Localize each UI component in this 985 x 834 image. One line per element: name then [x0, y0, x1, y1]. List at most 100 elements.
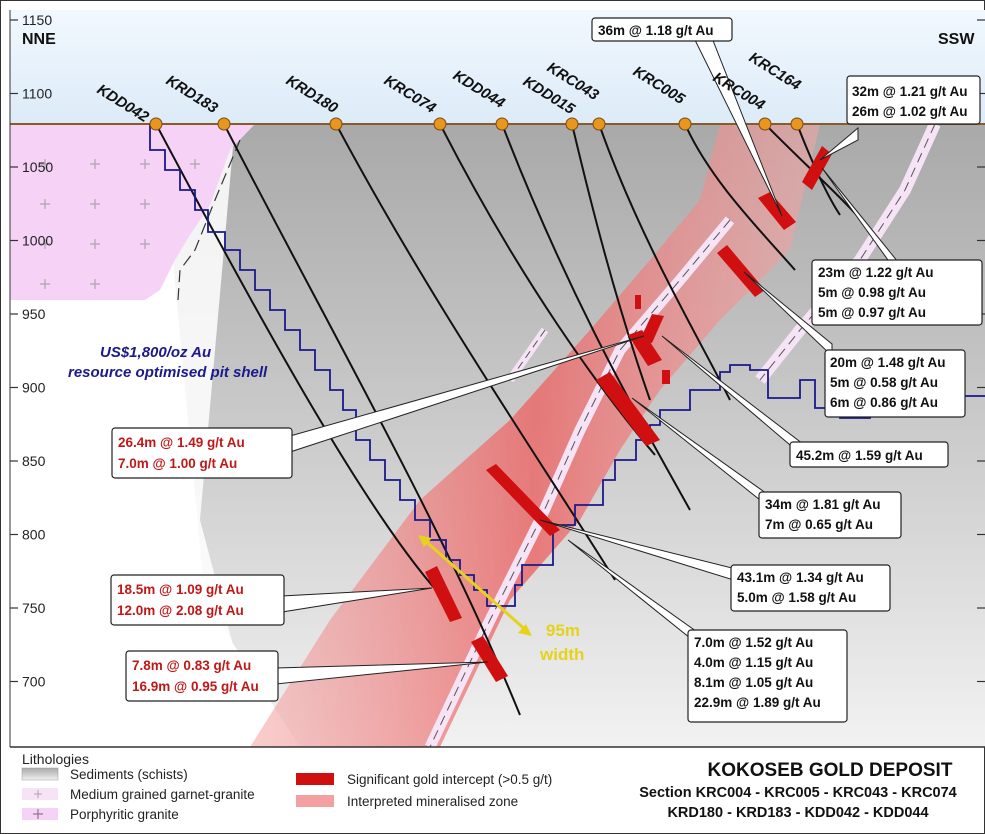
legend-title: Lithologies: [22, 751, 89, 767]
legend-label-porphyritic-granite: Porphyritic granite: [70, 807, 179, 822]
drill-trace-kdd015: [598, 123, 731, 401]
elevation-label: 1100: [22, 86, 52, 102]
elevation-label: 1000: [22, 233, 53, 249]
collar-krc005: [678, 117, 692, 131]
elevation-ticks-right: [977, 19, 985, 683]
sky: [10, 10, 985, 124]
annotation-left2-line1: 18.5m @ 1.09 g/t Au: [117, 582, 244, 597]
annotation-left3-line2: 16.9m @ 0.95 g/t Au: [132, 679, 259, 694]
drill-trace-kdd042: [155, 123, 446, 601]
intercept-mark: [425, 566, 462, 622]
annotation-bottom-line3: 8.1m @ 1.05 g/t Au: [694, 675, 813, 690]
annotation-mid2: 34m @ 1.81 g/t Au 7m @ 0.65 g/t Au: [758, 491, 902, 539]
callout-leaders: [275, 37, 899, 685]
elevation-label: 1050: [22, 159, 53, 175]
collar-kdd042: [149, 117, 163, 131]
annotation-right2-line3: 5m @ 0.97 g/t Au: [818, 305, 926, 320]
collar-krd183: [217, 117, 231, 131]
annotation-right3-line2: 5m @ 0.58 g/t Au: [830, 375, 938, 390]
collar-krc043: [565, 117, 579, 131]
annotation-left2-line2: 12.0m @ 2.08 g/t Au: [117, 603, 244, 618]
annotation-bottom-line4: 22.9m @ 1.89 g/t Au: [694, 695, 821, 710]
intercept-mark: [596, 372, 660, 446]
annotation-mid3-line1: 43.1m @ 1.34 g/t Au: [737, 570, 864, 585]
annotation-mid3-line2: 5.0m @ 1.58 g/t Au: [737, 590, 856, 605]
annotation-top-line: 36m @ 1.18 g/t Au: [598, 23, 713, 38]
legend-swatch-sediments: [21, 767, 59, 781]
section-line2: KRD180 - KRD183 - KDD042 - KDD044: [667, 805, 928, 821]
annotation-right1-line2: 26m @ 1.02 g/t Au: [852, 104, 967, 119]
granite-contact: [177, 139, 241, 301]
intercept-mark: [635, 295, 641, 309]
title-block: KOKOSEB GOLD DEPOSIT Section KRC004 - KR…: [639, 760, 957, 821]
granite-crosses: [40, 159, 200, 289]
section-line1: Section KRC004 - KRC005 - KRC043 - KRC07…: [639, 785, 957, 801]
collar-krc164: [790, 117, 804, 131]
annotation-bottom-line2: 4.0m @ 1.15 g/t Au: [694, 655, 813, 670]
legend-label-intercept: Significant gold intercept (>0.5 g/t): [347, 772, 552, 787]
elevation-label: 900: [22, 380, 46, 396]
collar-krd180: [329, 117, 343, 131]
annotation-left1: 26.4m @ 1.49 g/t Au 7.0m @ 1.00 g/t Au: [111, 427, 293, 479]
legend: Lithologies Sediments (schists) Medium g…: [21, 751, 552, 822]
legend-label-sediments: Sediments (schists): [70, 767, 188, 782]
annotation-right2-line2: 5m @ 0.98 g/t Au: [818, 285, 926, 300]
annotation-right3-line3: 6m @ 0.86 g/t Au: [830, 395, 938, 410]
intercept-mark: [486, 464, 560, 536]
drill-trace-krc005: [684, 123, 796, 271]
elevation-label: 1150: [22, 12, 52, 28]
annotation-right1: 32m @ 1.21 g/t Au 26m @ 1.02 g/t Au: [846, 75, 981, 125]
elevation-label: 700: [22, 674, 46, 690]
legend-label-garnet-granite: Medium grained garnet-granite: [70, 787, 255, 802]
intercept-mark: [640, 314, 664, 343]
width-arrow: [418, 535, 532, 636]
direction-left: NNE: [22, 31, 56, 48]
intercept-mark: [717, 245, 765, 297]
legend-label-mineralised: Interpreted mineralised zone: [347, 794, 518, 809]
collars: [149, 117, 804, 131]
direction-right: SSW: [938, 31, 975, 48]
intercept-mark: [471, 636, 508, 682]
intercept-mark: [758, 192, 796, 230]
annotation-bottom-line1: 7.0m @ 1.52 g/t Au: [694, 635, 813, 650]
drill-trace-krc043: [571, 123, 651, 401]
annotation-left2: 18.5m @ 1.09 g/t Au 12.0m @ 2.08 g/t Au: [110, 574, 285, 626]
annotation-right3: 20m @ 1.48 g/t Au 5m @ 0.58 g/t Au 6m @ …: [824, 349, 966, 418]
collar-krc004: [758, 117, 772, 131]
deposit-title: KOKOSEB GOLD DEPOSIT: [708, 760, 953, 781]
porphyritic-granite-zone: [10, 124, 255, 300]
pit-shell-label-line2: resource optimised pit shell: [68, 364, 268, 381]
collar-kdd044: [495, 117, 509, 131]
width-label-text: width: [539, 645, 584, 664]
annotation-top: 36m @ 1.18 g/t Au: [591, 17, 733, 42]
collar-krc074: [433, 117, 447, 131]
width-label-value: 95m: [546, 621, 580, 640]
annotation-left1-line2: 7.0m @ 1.00 g/t Au: [118, 456, 237, 471]
drill-trace-krc164: [796, 123, 841, 216]
pit-shell-label-line1: US$1,800/oz Au: [100, 344, 211, 361]
elevation-label: 950: [22, 306, 46, 322]
annotation-right3-line1: 20m @ 1.48 g/t Au: [830, 355, 945, 370]
annotation-mid3: 43.1m @ 1.34 g/t Au 5.0m @ 1.58 g/t Au: [730, 564, 891, 612]
intercept-mark: [662, 370, 670, 384]
annotation-mid2-line1: 34m @ 1.81 g/t Au: [765, 497, 880, 512]
intercept-mark: [628, 330, 662, 366]
annotation-mid1-line: 45.2m @ 1.59 g/t Au: [796, 448, 923, 463]
drill-trace-krd183: [223, 123, 521, 716]
annotation-right2: 23m @ 1.22 g/t Au 5m @ 0.98 g/t Au 5m @ …: [811, 259, 983, 326]
annotation-left3: 7.8m @ 0.83 g/t Au 16.9m @ 0.95 g/t Au: [125, 650, 279, 702]
collar-kdd015: [592, 117, 606, 131]
annotation-left3-line1: 7.8m @ 0.83 g/t Au: [132, 658, 251, 673]
legend-swatch-mineralised: [296, 795, 334, 807]
pit-shell-outline: [149, 124, 985, 607]
annotation-mid2-line2: 7m @ 0.65 g/t Au: [765, 517, 873, 532]
annotation-mid1: 45.2m @ 1.59 g/t Au: [789, 441, 949, 468]
elevation-label: 750: [22, 600, 46, 616]
drill-holes: [155, 123, 871, 716]
annotation-right2-line1: 23m @ 1.22 g/t Au: [818, 265, 933, 280]
drill-trace-krd180: [335, 123, 616, 581]
annotation-right1-line1: 32m @ 1.21 g/t Au: [852, 84, 967, 99]
annotation-bottom: 7.0m @ 1.52 g/t Au 4.0m @ 1.15 g/t Au 8.…: [687, 629, 848, 723]
elevation-axis: 1150 1100 1050 1000 950 900 850 800 750 700: [10, 12, 53, 690]
